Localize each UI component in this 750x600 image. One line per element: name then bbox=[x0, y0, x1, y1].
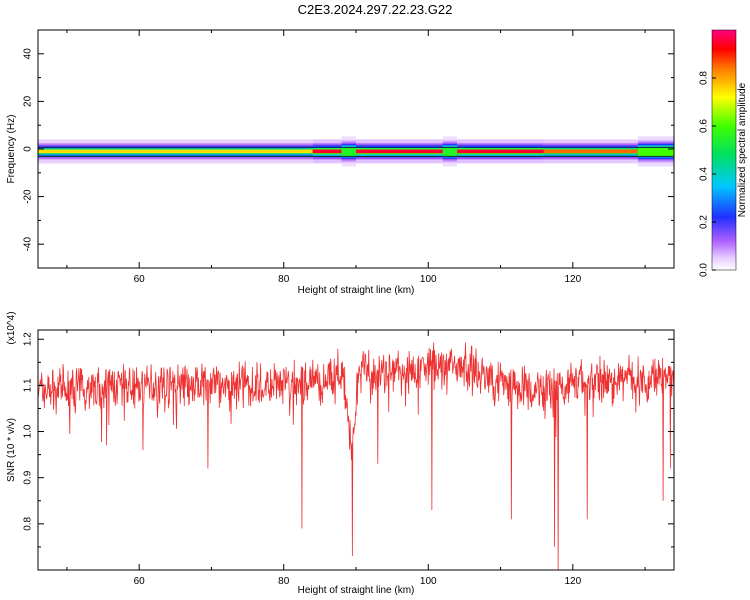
colorbar-label: Normalized spectral amplitude bbox=[737, 82, 748, 217]
band-cell-0-5 bbox=[38, 149, 313, 154]
band-cell-7-5 bbox=[637, 146, 674, 157]
band-cell-5-5 bbox=[457, 149, 544, 154]
spectrogram-y-ticks: -40 -20 0 20 40 bbox=[23, 29, 674, 269]
band-cell-3-5 bbox=[356, 149, 443, 154]
spec-x-tick-label: 80 bbox=[278, 274, 290, 285]
band-cell-6-5 bbox=[543, 149, 638, 154]
snr-x-axis-label: Height of straight line (km) bbox=[298, 585, 415, 596]
colorbar-tick-label: 0.2 bbox=[699, 215, 710, 229]
snr-series-line bbox=[37, 342, 675, 571]
spectrogram-x-axis-label: Height of straight line (km) bbox=[298, 285, 415, 296]
snr-y-multiplier: (x10^4) bbox=[6, 311, 17, 344]
band-cell-4-5 bbox=[442, 146, 458, 157]
snr-y-tick-label: 1.1 bbox=[23, 378, 34, 392]
spec-y-tick-label: 0 bbox=[23, 146, 34, 152]
spec-x-tick-label: 100 bbox=[420, 274, 437, 285]
snr-y-ticks: 0.8 0.9 1.0 1.1 1.2 bbox=[23, 332, 674, 548]
snr-x-tick-label: 80 bbox=[278, 576, 290, 587]
snr-x-tick-label: 100 bbox=[420, 576, 437, 587]
spec-y-tick-label: -40 bbox=[23, 237, 34, 252]
spec-x-tick-label: 60 bbox=[134, 274, 146, 285]
band-cell-2-5 bbox=[341, 146, 356, 157]
snr-y-tick-label: 1.0 bbox=[23, 424, 34, 438]
snr-y-tick-label: 1.2 bbox=[23, 332, 34, 346]
snr-x-tick-label: 120 bbox=[564, 576, 581, 587]
snr-background bbox=[38, 330, 674, 570]
colorbar-ticks: 0.0 0.2 0.4 0.6 0.8 bbox=[699, 71, 716, 277]
snr-y-tick-label: 0.8 bbox=[23, 516, 34, 530]
spec-x-tick-label: 120 bbox=[564, 274, 581, 285]
spec-y-tick-label: -20 bbox=[23, 189, 34, 204]
spec-y-tick-label: 20 bbox=[23, 95, 34, 107]
colorbar-gradient bbox=[711, 29, 737, 271]
colorbar-tick-label: 0.6 bbox=[699, 119, 710, 133]
colorbar: 0.0 0.2 0.4 0.6 0.8 Normalized spectral ampl… bbox=[699, 29, 748, 277]
spectrogram-y-axis-label: Frequency (Hz) bbox=[6, 115, 17, 184]
snr-panel: 60 80 100 120 0.8 0.9 1.0 1.1 1.2 Height of str… bbox=[6, 311, 675, 596]
snr-y-axis-label: SNR (10 * v/v) bbox=[6, 418, 17, 482]
colorbar-tick-label: 0.4 bbox=[699, 167, 710, 181]
snr-y-tick-label: 0.9 bbox=[23, 470, 34, 484]
spec-y-tick-label: 40 bbox=[23, 48, 34, 60]
band-cell-1-5 bbox=[312, 149, 342, 154]
spectrogram-x-ticks: 60 80 100 120 bbox=[66, 30, 646, 285]
spectrogram-panel: 60 80 100 120 -40 -20 0 20 40 Height of straigh… bbox=[6, 29, 675, 296]
snr-x-ticks: 60 80 100 120 bbox=[66, 330, 646, 587]
spectral-band bbox=[38, 136, 674, 167]
colorbar-tick-label: 0.0 bbox=[699, 263, 710, 277]
chart-title: C2E3.2024.297.22.23.G22 bbox=[297, 2, 453, 17]
snr-x-tick-label: 60 bbox=[134, 576, 146, 587]
colorbar-tick-label: 0.8 bbox=[699, 71, 710, 85]
